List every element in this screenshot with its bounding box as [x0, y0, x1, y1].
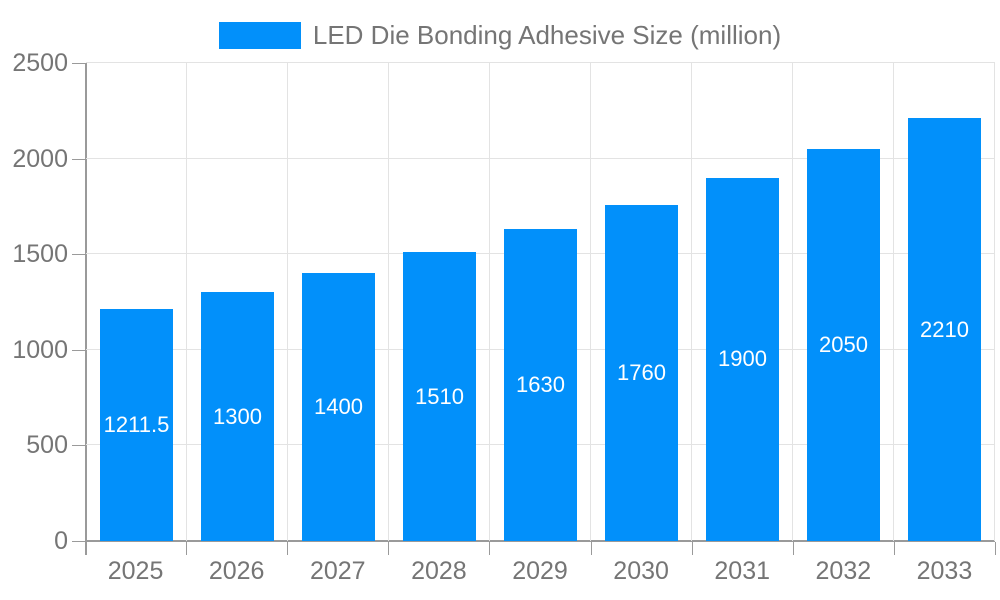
y-tick	[72, 158, 85, 160]
bars-group: 1211.5 1300 1400 1510 1630 1760 1900 2050 2210	[86, 63, 995, 541]
gridline-vertical	[690, 63, 692, 541]
gridline-vertical	[590, 63, 591, 541]
legend-swatch	[218, 22, 301, 49]
x-axis-label: 2025	[107, 557, 164, 585]
bar-2025[interactable]: 1211.5	[100, 309, 173, 541]
x-axis-label: 2033	[916, 557, 973, 585]
x-tick	[85, 542, 86, 555]
bar-value-label: 1510	[415, 383, 464, 409]
y-tick	[72, 541, 85, 542]
bar-value-label: 1300	[213, 403, 262, 429]
bar-value-label: 1400	[314, 394, 363, 420]
y-axis-label: 2500	[12, 49, 68, 77]
x-tick	[995, 542, 996, 555]
plot-area: 1211.5 1300 1400 1510 1630 1760 1900 2050 2210	[86, 62, 995, 541]
bar-2026[interactable]: 1300	[201, 292, 274, 541]
bar-cell: 1900	[692, 63, 793, 541]
y-tick	[72, 254, 85, 256]
gridline-vertical	[185, 63, 187, 541]
gridline-horizontal	[86, 62, 995, 63]
x-axis-line	[85, 540, 995, 542]
bar-cell: 2050	[793, 63, 894, 541]
x-axis-label: 2029	[512, 557, 568, 585]
gridline-vertical	[286, 63, 288, 541]
y-axis-label: 2000	[12, 144, 68, 173]
x-tick	[792, 542, 794, 555]
x-tick	[489, 542, 491, 555]
y-axis-label: 0	[54, 527, 68, 555]
gridline-vertical	[792, 63, 793, 541]
x-axis-label: 2026	[208, 557, 265, 585]
x-tick	[590, 542, 592, 555]
x-axis-label: 2032	[815, 557, 872, 585]
bar-cell: 1300	[187, 63, 288, 541]
gridline-vertical	[892, 63, 894, 541]
bar-cell: 1211.5	[86, 63, 187, 541]
gridline-vertical	[387, 63, 389, 541]
x-tick	[186, 542, 188, 555]
bar-2031[interactable]: 1900	[706, 177, 779, 541]
y-axis-label: 500	[26, 431, 68, 460]
bar-value-label: 1760	[617, 359, 666, 385]
x-tick	[287, 542, 289, 555]
x-tick	[691, 542, 693, 555]
bar-value-label: 1211.5	[103, 412, 170, 438]
bar-2030[interactable]: 1760	[605, 204, 678, 541]
bar-cell: 1760	[591, 63, 692, 541]
y-tick	[72, 349, 85, 351]
bar-cell: 1630	[490, 63, 591, 541]
legend-label: LED Die Bonding Adhesive Size (million)	[312, 20, 782, 50]
x-axis-label: 2031	[714, 557, 771, 585]
bar-cell: 2210	[894, 63, 995, 541]
legend-item[interactable]: LED Die Bonding Adhesive Size (million)	[0, 20, 1000, 51]
x-tick	[388, 542, 390, 555]
bar-value-label: 1900	[718, 346, 767, 372]
y-tick	[72, 445, 85, 447]
y-axis-label: 1000	[12, 335, 68, 364]
gridline-vertical	[488, 63, 490, 541]
bar-2027[interactable]: 1400	[302, 273, 375, 541]
bar-value-label: 2210	[920, 316, 969, 342]
gridline-horizontal	[86, 157, 995, 159]
x-axis-label: 2027	[309, 557, 366, 585]
x-axis-label: 2028	[411, 557, 467, 585]
bar-cell: 1400	[288, 63, 389, 541]
y-axis-line	[85, 63, 87, 555]
bar-2028[interactable]: 1510	[403, 252, 476, 541]
bar-2033[interactable]: 2210	[908, 118, 981, 541]
bar-value-label: 1630	[516, 372, 565, 398]
y-tick	[72, 63, 85, 64]
bar-2032[interactable]: 2050	[807, 149, 880, 541]
x-axis-label: 2030	[613, 557, 669, 585]
bar-cell: 1510	[389, 63, 490, 541]
gridline-vertical	[994, 63, 995, 541]
x-tick	[893, 542, 895, 555]
y-axis-label: 1500	[12, 240, 68, 269]
bar-2029[interactable]: 1630	[504, 229, 577, 541]
bar-value-label: 2050	[819, 332, 868, 358]
